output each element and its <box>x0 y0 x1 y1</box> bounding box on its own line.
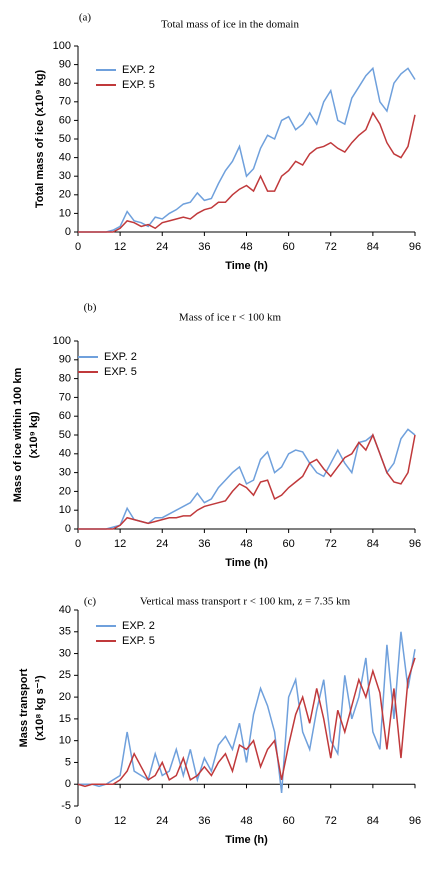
y-tick-label: 20 <box>59 189 71 201</box>
x-tick-label: 72 <box>325 241 337 253</box>
chart-title: Mass of ice r < 100 km <box>179 312 282 324</box>
x-tick-label: 12 <box>114 538 126 550</box>
series-line <box>78 428 416 530</box>
y-axis-label: (x10⁹ kg) <box>28 411 40 458</box>
x-tick-label: 96 <box>409 815 421 827</box>
series-line <box>78 66 416 233</box>
y-tick-label: 70 <box>59 96 71 108</box>
x-tick-label: 60 <box>283 815 295 827</box>
y-tick-label: 90 <box>59 354 71 366</box>
y-tick-label: 60 <box>59 410 71 422</box>
legend-label: EXP. 2 <box>122 620 155 632</box>
y-tick-label: 30 <box>59 170 71 182</box>
panel-label: (a) <box>79 12 92 24</box>
x-tick-label: 24 <box>156 241 168 253</box>
legend-label: EXP. 2 <box>104 351 137 363</box>
y-axis-label: Mass transport <box>18 668 30 747</box>
y-tick-label: 80 <box>59 77 71 89</box>
series-line <box>78 111 416 233</box>
x-axis-label: Time (h) <box>225 557 268 569</box>
x-axis-label: Time (h) <box>225 260 268 272</box>
x-tick-label: 0 <box>75 538 81 550</box>
x-tick-label: 60 <box>283 538 295 550</box>
y-tick-label: 20 <box>59 485 71 497</box>
y-tick-label: 30 <box>59 467 71 479</box>
y-axis-label: Mass of ice within 100 km <box>12 368 24 503</box>
x-tick-label: 48 <box>240 241 252 253</box>
x-tick-label: 12 <box>114 815 126 827</box>
x-tick-label: 12 <box>114 241 126 253</box>
x-tick-label: 36 <box>198 538 210 550</box>
y-tick-label: 40 <box>59 448 71 460</box>
legend-label: EXP. 2 <box>122 64 155 76</box>
y-tick-label: 60 <box>59 114 71 126</box>
y-tick-label: 15 <box>59 713 71 725</box>
x-tick-label: 24 <box>156 815 168 827</box>
legend-label: EXP. 5 <box>122 635 155 647</box>
x-tick-label: 0 <box>75 241 81 253</box>
y-axis-label: Total mass of ice (x10⁹ kg) <box>34 70 46 209</box>
y-tick-label: 5 <box>65 756 71 768</box>
x-tick-label: 60 <box>283 241 295 253</box>
x-tick-label: 84 <box>367 815 379 827</box>
y-tick-label: -5 <box>61 800 71 812</box>
y-tick-label: 0 <box>65 778 71 790</box>
x-tick-label: 84 <box>367 538 379 550</box>
x-tick-label: 96 <box>409 241 421 253</box>
panel-label: (c) <box>84 596 97 608</box>
y-tick-label: 10 <box>59 207 71 219</box>
y-tick-label: 50 <box>59 133 71 145</box>
panel-label: (b) <box>84 302 97 314</box>
y-tick-label: 90 <box>59 59 71 71</box>
y-axis-label: (x10⁸ kg s⁻¹) <box>34 675 46 741</box>
y-tick-label: 0 <box>65 523 71 535</box>
y-tick-label: 100 <box>53 335 71 347</box>
y-tick-label: 80 <box>59 373 71 385</box>
y-tick-label: 40 <box>59 152 71 164</box>
y-tick-label: 20 <box>59 691 71 703</box>
x-tick-label: 72 <box>325 538 337 550</box>
x-tick-label: 0 <box>75 815 81 827</box>
x-axis-label: Time (h) <box>225 834 268 846</box>
x-tick-label: 48 <box>240 538 252 550</box>
legend-label: EXP. 5 <box>122 79 155 91</box>
x-tick-label: 36 <box>198 241 210 253</box>
series-line <box>78 433 416 530</box>
y-tick-label: 0 <box>65 226 71 238</box>
y-tick-label: 10 <box>59 735 71 747</box>
x-tick-label: 72 <box>325 815 337 827</box>
chart-title: Total mass of ice in the domain <box>161 19 299 31</box>
y-tick-label: 50 <box>59 429 71 441</box>
y-tick-label: 35 <box>59 626 71 638</box>
x-tick-label: 48 <box>240 815 252 827</box>
x-tick-label: 96 <box>409 538 421 550</box>
chart-title: Vertical mass transport r < 100 km, z = … <box>140 596 351 608</box>
y-tick-label: 40 <box>59 604 71 616</box>
x-tick-label: 36 <box>198 815 210 827</box>
x-tick-label: 24 <box>156 538 168 550</box>
y-tick-label: 10 <box>59 504 71 516</box>
series-line <box>77 657 416 788</box>
legend-label: EXP. 5 <box>104 366 137 378</box>
series-line <box>78 631 416 794</box>
y-tick-label: 100 <box>53 40 71 52</box>
y-tick-label: 25 <box>59 669 71 681</box>
y-tick-label: 30 <box>59 647 71 659</box>
x-tick-label: 84 <box>367 241 379 253</box>
y-tick-label: 70 <box>59 391 71 403</box>
